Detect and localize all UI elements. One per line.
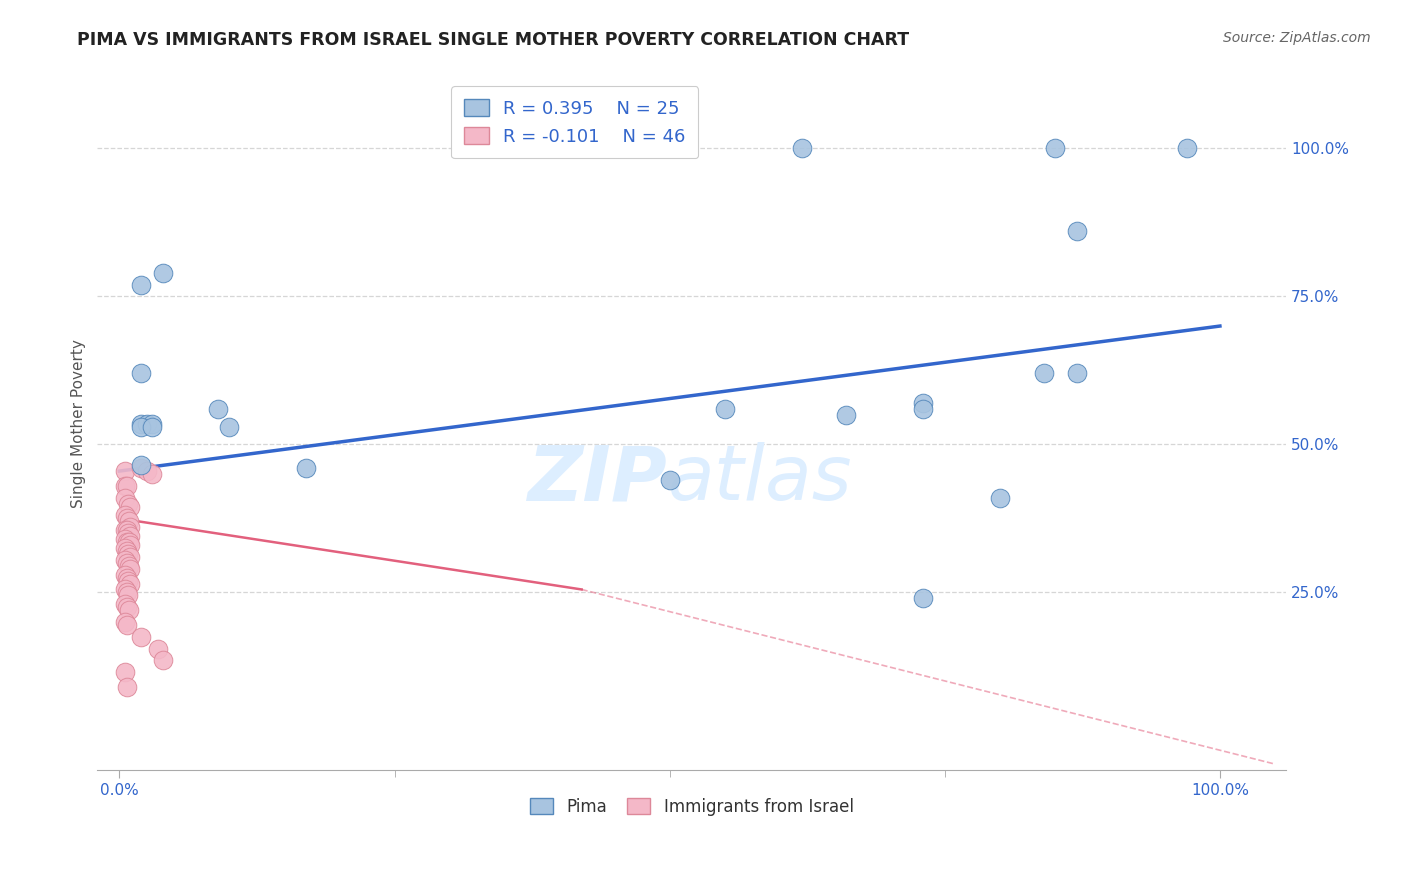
Point	[114, 597, 136, 611]
Point	[1043, 141, 1066, 155]
Point	[114, 553, 136, 567]
Point	[1175, 141, 1198, 155]
Point	[114, 532, 136, 546]
Text: ZIP: ZIP	[529, 442, 668, 516]
Point	[115, 571, 138, 585]
Point	[120, 538, 142, 552]
Point	[114, 523, 136, 537]
Point	[218, 419, 240, 434]
Point	[118, 603, 141, 617]
Text: PIMA VS IMMIGRANTS FROM ISRAEL SINGLE MOTHER POVERTY CORRELATION CHART: PIMA VS IMMIGRANTS FROM ISRAEL SINGLE MO…	[77, 31, 910, 49]
Point	[131, 630, 153, 644]
Point	[114, 464, 136, 478]
Point	[131, 417, 153, 431]
Point	[152, 266, 174, 280]
Point	[120, 520, 142, 534]
Point	[207, 401, 229, 416]
Point	[295, 461, 318, 475]
Point	[118, 558, 141, 573]
Point	[1032, 367, 1054, 381]
Point	[120, 562, 142, 576]
Point	[118, 515, 141, 529]
Point	[131, 277, 153, 292]
Point	[131, 458, 153, 472]
Point	[120, 576, 142, 591]
Point	[115, 618, 138, 632]
Point	[114, 665, 136, 680]
Point	[131, 461, 153, 475]
Point	[790, 141, 813, 155]
Point	[118, 535, 141, 549]
Point	[911, 396, 934, 410]
Point	[115, 680, 138, 694]
Point	[114, 615, 136, 629]
Point	[713, 401, 735, 416]
Point	[120, 500, 142, 514]
Point	[835, 408, 858, 422]
Point	[141, 417, 163, 431]
Y-axis label: Single Mother Poverty: Single Mother Poverty	[72, 339, 86, 508]
Point	[115, 556, 138, 570]
Point	[115, 523, 138, 537]
Point	[117, 574, 139, 588]
Point	[115, 544, 138, 558]
Text: atlas: atlas	[668, 442, 852, 516]
Point	[141, 467, 163, 481]
Point	[114, 541, 136, 555]
Point	[658, 473, 681, 487]
Point	[117, 588, 139, 602]
Point	[135, 464, 157, 478]
Point	[117, 526, 139, 541]
Point	[146, 641, 169, 656]
Point	[115, 511, 138, 525]
Point	[141, 419, 163, 434]
Legend: Pima, Immigrants from Israel: Pima, Immigrants from Israel	[522, 789, 862, 824]
Point	[114, 567, 136, 582]
Point	[135, 417, 157, 431]
Point	[1066, 224, 1088, 238]
Point	[115, 585, 138, 599]
Point	[114, 491, 136, 505]
Point	[1066, 367, 1088, 381]
Point	[988, 491, 1011, 505]
Point	[114, 582, 136, 597]
Point	[911, 401, 934, 416]
Point	[114, 479, 136, 493]
Point	[131, 419, 153, 434]
Point	[120, 549, 142, 564]
Point	[115, 479, 138, 493]
Point	[152, 653, 174, 667]
Point	[131, 367, 153, 381]
Point	[115, 535, 138, 549]
Point	[911, 591, 934, 606]
Point	[114, 508, 136, 523]
Point	[117, 547, 139, 561]
Point	[115, 600, 138, 615]
Point	[117, 497, 139, 511]
Point	[120, 529, 142, 543]
Text: Source: ZipAtlas.com: Source: ZipAtlas.com	[1223, 31, 1371, 45]
